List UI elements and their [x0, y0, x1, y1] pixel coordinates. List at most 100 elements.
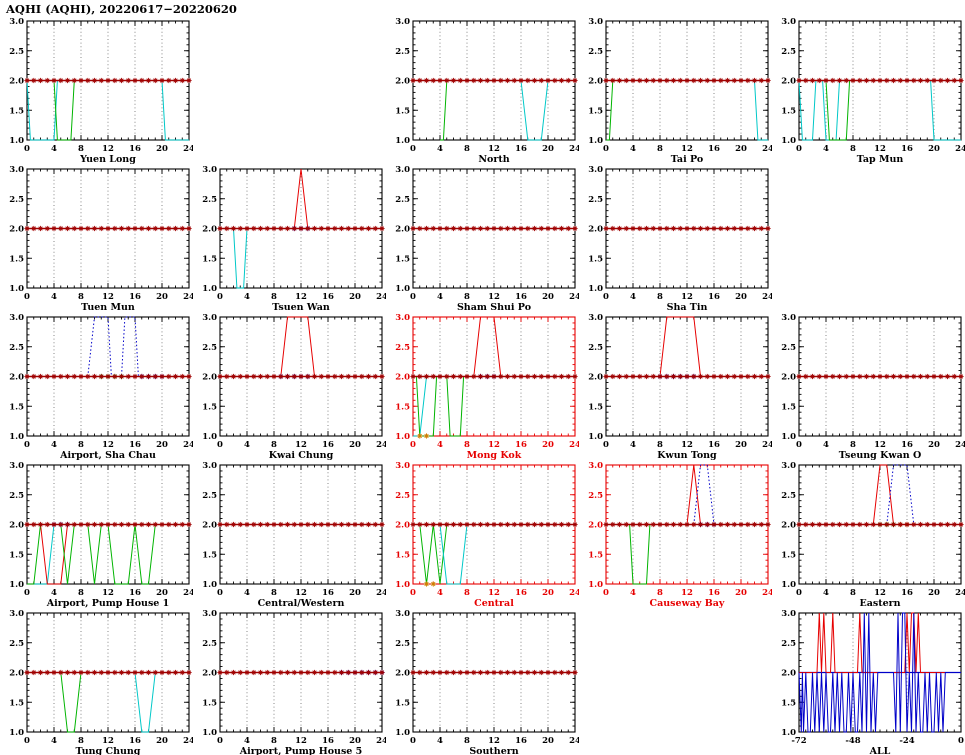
x-tick-label: 20	[349, 588, 361, 598]
y-tick-label: 2.0	[781, 521, 796, 531]
y-tick-label: 1.5	[9, 106, 24, 116]
chart-title: Tai Po	[671, 154, 703, 164]
chart-title: Airport, Pump House 5	[239, 746, 363, 755]
y-tick-label: 3.0	[588, 313, 603, 323]
y-tick-label: 1.0	[588, 136, 603, 146]
y-tick-label: 1.5	[395, 402, 410, 412]
x-tick-label: 24	[376, 292, 386, 302]
chart-airport-pump-house-5: 1.0 1.5 2.0 2.5 3.0 0 4 8 12 16 20 24 Airport, Pump …	[193, 608, 388, 755]
y-tick-label: 2.0	[9, 373, 24, 383]
chart-svg: 1.0 1.5 2.0 2.5 3.0 0 4 8 12 16 20 24 Central/Wester…	[202, 461, 388, 609]
chart-title: North	[478, 154, 509, 164]
x-tick-label: 16	[322, 588, 334, 598]
x-tick-label: 12	[102, 144, 114, 154]
y-tick-label: 1.0	[9, 432, 24, 442]
chart-southern: 1.0 1.5 2.0 2.5 3.0 0 4 8 12 16 20 24 Southern	[386, 608, 581, 755]
y-tick-label: 1.0	[9, 728, 24, 738]
x-tick-label: 12	[681, 588, 693, 598]
chart-svg: 1.0 1.5 2.0 2.5 3.0 0 4 8 12 16 20 24 Airport, Sha C…	[9, 313, 195, 461]
x-tick-label: 24	[376, 588, 386, 598]
y-tick-label: 1.0	[395, 136, 410, 146]
y-tick-label: 2.0	[588, 225, 603, 235]
x-tick-label: 12	[874, 588, 886, 598]
chart-svg: 1.0 1.5 2.0 2.5 3.0 -72 -48 -24 0 ALL	[781, 609, 964, 755]
x-tick-label: 0	[796, 440, 802, 450]
x-tick-label: 12	[295, 440, 307, 450]
x-tick-label: 16	[322, 440, 334, 450]
x-tick-label: 4	[437, 144, 443, 154]
x-tick-label: 4	[630, 440, 636, 450]
y-tick-label: 3.0	[9, 609, 24, 619]
x-tick-label: 12	[102, 736, 114, 746]
chart-title: Southern	[469, 746, 518, 755]
y-tick-label: 3.0	[588, 17, 603, 27]
chart-title: Central	[474, 598, 514, 608]
x-tick-label: 20	[928, 440, 940, 450]
y-tick-label: 1.5	[395, 698, 410, 708]
y-tick-label: 1.0	[781, 136, 796, 146]
y-tick-label: 2.0	[9, 669, 24, 679]
chart-causeway-bay: 1.0 1.5 2.0 2.5 3.0 0 4 8 12 16 20 24 Causeway Bay	[579, 460, 774, 609]
y-tick-label: 2.5	[588, 343, 603, 353]
y-tick-label: 2.0	[395, 225, 410, 235]
chart-svg: 1.0 1.5 2.0 2.5 3.0 0 4 8 12 16 20 24 Tseung Kwan O	[781, 313, 965, 461]
x-tick-label: 12	[488, 440, 500, 450]
page-title: AQHI (AQHI), 20220617−20220620	[6, 2, 237, 16]
y-tick-label: 3.0	[395, 17, 410, 27]
y-tick-label: 1.0	[202, 284, 217, 294]
x-tick-label: 8	[464, 144, 470, 154]
y-tick-label: 1.5	[781, 698, 796, 708]
y-tick-label: 2.0	[588, 521, 603, 531]
y-tick-label: 1.0	[395, 432, 410, 442]
x-tick-label: 24	[762, 144, 772, 154]
x-tick-label: 20	[928, 144, 940, 154]
x-tick-label: 4	[51, 292, 57, 302]
x-tick-label: 8	[78, 292, 84, 302]
x-tick-label: 20	[735, 588, 747, 598]
y-tick-label: 1.5	[781, 106, 796, 116]
x-tick-label: 4	[437, 588, 443, 598]
x-tick-label: 20	[156, 736, 168, 746]
x-tick-label: 24	[569, 440, 579, 450]
y-tick-label: 1.0	[588, 284, 603, 294]
y-tick-label: 3.0	[588, 461, 603, 471]
x-tick-label: 0	[603, 588, 609, 598]
y-tick-label: 3.0	[202, 609, 217, 619]
chart-svg: 1.0 1.5 2.0 2.5 3.0 0 4 8 12 16 20 24 Causeway Bay	[588, 461, 774, 609]
chart-svg: 1.0 1.5 2.0 2.5 3.0 0 4 8 12 16 20 24 Airport, Pump …	[202, 609, 388, 755]
x-tick-label: 12	[295, 292, 307, 302]
chart-svg: 1.0 1.5 2.0 2.5 3.0 0 4 8 12 16 20 24 Southern	[395, 609, 581, 755]
y-tick-label: 3.0	[395, 165, 410, 175]
chart-svg: 1.0 1.5 2.0 2.5 3.0 0 4 8 12 16 20 24 Tung Chung	[9, 609, 195, 755]
x-tick-label: 16	[708, 588, 720, 598]
y-tick-label: 2.0	[781, 669, 796, 679]
x-tick-label: 24	[569, 292, 579, 302]
y-tick-label: 1.0	[9, 136, 24, 146]
x-tick-label: 16	[901, 588, 913, 598]
x-tick-label: 0	[24, 440, 30, 450]
chart-eastern: 1.0 1.5 2.0 2.5 3.0 0 4 8 12 16 20 24 Eastern	[772, 460, 965, 609]
x-tick-label: 8	[850, 588, 856, 598]
x-tick-label: 0	[217, 588, 223, 598]
y-tick-label: 2.5	[781, 491, 796, 501]
x-tick-label: 0	[410, 588, 416, 598]
x-tick-label: 24	[762, 588, 772, 598]
chart-sha-tin: 1.0 1.5 2.0 2.5 3.0 0 4 8 12 16 20 24 Sha Tin	[579, 164, 774, 313]
x-tick-label: 12	[681, 292, 693, 302]
x-tick-label: 8	[464, 292, 470, 302]
y-tick-label: 2.5	[781, 343, 796, 353]
x-tick-label: 4	[437, 736, 443, 746]
y-tick-label: 1.5	[781, 550, 796, 560]
x-tick-label: 4	[823, 440, 829, 450]
y-tick-label: 3.0	[9, 313, 24, 323]
y-tick-label: 2.5	[9, 639, 24, 649]
x-tick-label: 4	[51, 588, 57, 598]
x-tick-label: 20	[735, 440, 747, 450]
x-tick-label: 0	[217, 736, 223, 746]
chart-title: Tsuen Wan	[272, 302, 330, 312]
chart-all: 1.0 1.5 2.0 2.5 3.0 -72 -48 -24 0 ALL	[772, 608, 965, 755]
y-tick-label: 2.0	[588, 77, 603, 87]
x-tick-label: 16	[515, 292, 527, 302]
chart-title: Mong Kok	[467, 450, 522, 460]
